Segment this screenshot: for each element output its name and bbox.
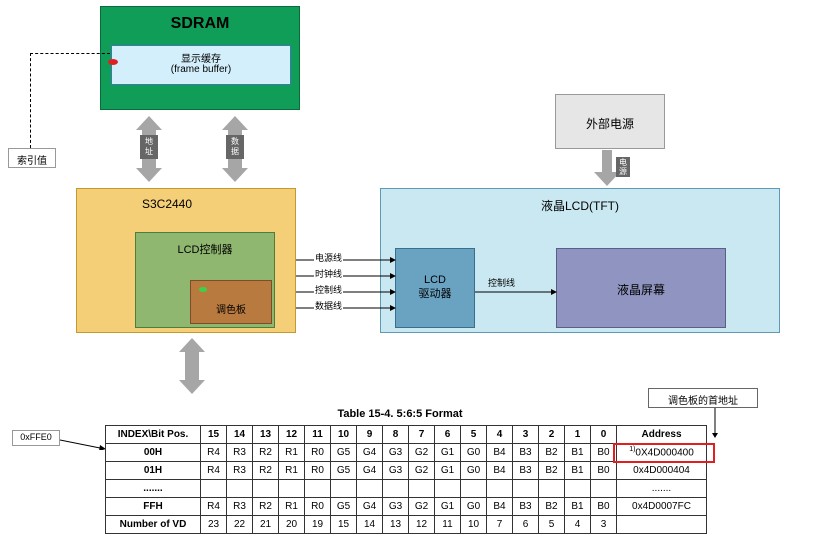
frame-buffer-label-cn: 显示缓存 — [112, 50, 290, 65]
col-bit: 1 — [565, 426, 591, 444]
sdram-title: SDRAM — [101, 15, 299, 33]
index-label-box: 索引值 — [8, 148, 56, 168]
green-dot — [199, 287, 207, 292]
lcd-tft-title: 液晶LCD(TFT) — [381, 197, 779, 214]
hex-label: 0xFFE0 — [13, 432, 59, 442]
col-bit: 10 — [331, 426, 357, 444]
frame-buffer-label-en: (frame buffer) — [112, 64, 290, 75]
table-title: Table 15-4. 5:6:5 Format — [300, 408, 500, 420]
control-line-arrow — [475, 288, 557, 296]
col-bit: 8 — [383, 426, 409, 444]
lcd-screen-box: 液晶屏幕 — [556, 248, 726, 328]
table-row: 01HR4R3R2R1R0G5G4G3G2G1G0B4B3B2B1B00x4D0… — [106, 462, 707, 480]
dashed-line-v — [30, 53, 31, 148]
palette-addr-label-box: 调色板的首地址 — [648, 388, 758, 408]
lcd-driver-label: LCD 驱动器 — [396, 273, 474, 301]
addr-highlight — [613, 443, 715, 463]
s3c2440-title: S3C2440 — [127, 197, 207, 211]
signal-line — [296, 255, 396, 265]
col-bit: 4 — [487, 426, 513, 444]
palette-addr-arrow — [710, 408, 720, 438]
col-bit: 7 — [409, 426, 435, 444]
signal-line — [296, 287, 396, 297]
col-bit: 13 — [253, 426, 279, 444]
hex-arrow — [60, 438, 106, 450]
red-dot — [108, 59, 118, 65]
col-index: INDEX\Bit Pos. — [106, 426, 201, 444]
format-table: INDEX\Bit Pos.1514131211109876543210Addr… — [105, 425, 707, 534]
col-bit: 0 — [591, 426, 617, 444]
col-bit: 5 — [461, 426, 487, 444]
palette-box: 调色板 — [190, 280, 272, 324]
lcd-controller-label: LCD控制器 — [136, 241, 274, 257]
table-row: Number of VD232221201915141312111076543 — [106, 516, 707, 534]
palette-addr-label: 调色板的首地址 — [649, 392, 757, 407]
signal-line-label: 时钟线 — [314, 267, 343, 280]
col-bit: 3 — [513, 426, 539, 444]
frame-buffer-box: 显示缓存 (frame buffer) — [111, 45, 291, 85]
col-bit: 14 — [227, 426, 253, 444]
index-label: 索引值 — [9, 152, 55, 167]
col-bit: 11 — [305, 426, 331, 444]
power-arrow-label: 电 源 — [616, 157, 630, 177]
ext-power-label: 外部电源 — [556, 115, 664, 132]
table-row: .............. — [106, 480, 707, 498]
lcd-screen-label: 液晶屏幕 — [557, 281, 725, 298]
signal-line — [296, 303, 396, 313]
palette-label: 调色板 — [191, 301, 271, 316]
lcd-driver-box: LCD 驱动器 — [395, 248, 475, 328]
signal-line — [296, 271, 396, 281]
signal-line-label: 电源线 — [314, 251, 343, 264]
col-bit: 2 — [539, 426, 565, 444]
signal-line-label: 控制线 — [314, 283, 343, 296]
addr-arrow-label: 地 址 — [140, 135, 158, 159]
col-addr: Address — [617, 426, 707, 444]
hex-label-box: 0xFFE0 — [12, 430, 60, 446]
sdram-box: SDRAM 显示缓存 (frame buffer) — [100, 6, 300, 110]
col-bit: 6 — [435, 426, 461, 444]
signal-line-label: 数据线 — [314, 299, 343, 312]
table-row: FFHR4R3R2R1R0G5G4G3G2G1G0B4B3B2B1B00x4D0… — [106, 498, 707, 516]
col-bit: 12 — [279, 426, 305, 444]
ext-power-box: 外部电源 — [555, 94, 665, 149]
col-bit: 15 — [201, 426, 227, 444]
data-arrow-label: 数 据 — [226, 135, 244, 159]
col-bit: 9 — [357, 426, 383, 444]
big-arrow-down — [175, 338, 209, 394]
dashed-line-h1 — [30, 53, 110, 54]
format-table-container: INDEX\Bit Pos.1514131211109876543210Addr… — [105, 425, 707, 534]
